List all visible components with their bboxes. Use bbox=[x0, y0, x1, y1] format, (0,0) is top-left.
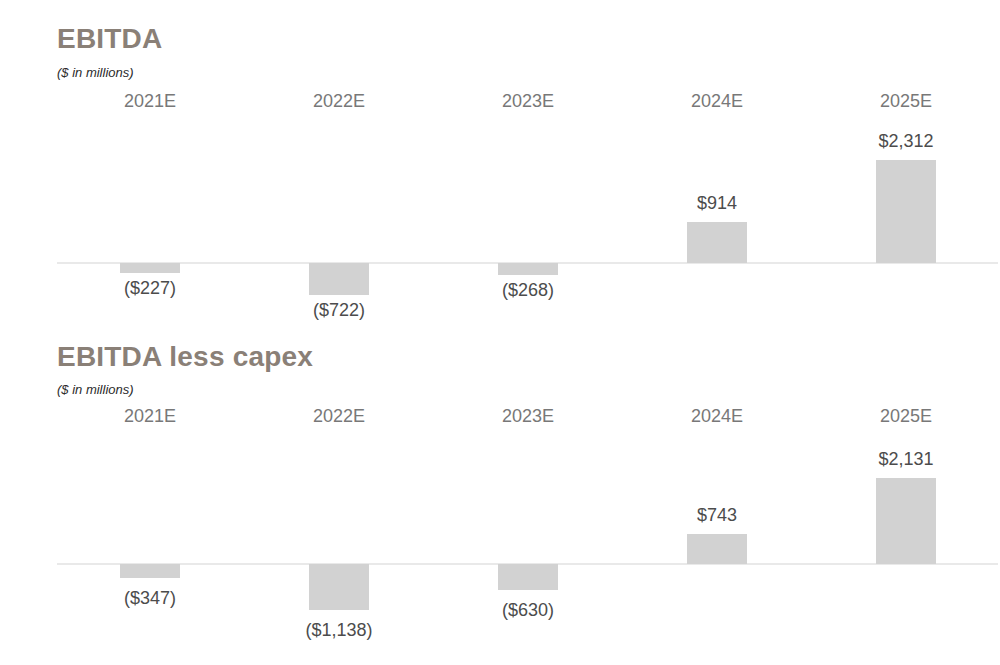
chart-ebitda-less-capex: EBITDA less capex ($ in millions) 2021E(… bbox=[0, 330, 1000, 665]
category-label: 2021E bbox=[90, 92, 210, 111]
bar bbox=[309, 263, 369, 295]
category-label: 2022E bbox=[279, 407, 399, 426]
bar bbox=[120, 564, 180, 578]
category-label: 2025E bbox=[846, 92, 966, 111]
category-label: 2024E bbox=[657, 407, 777, 426]
bar bbox=[498, 564, 558, 590]
value-label: $743 bbox=[657, 506, 777, 525]
category-label: 2023E bbox=[468, 407, 588, 426]
bar bbox=[309, 564, 369, 610]
bar bbox=[498, 263, 558, 275]
bar bbox=[687, 222, 747, 263]
value-label: ($347) bbox=[90, 589, 210, 608]
value-label: ($268) bbox=[468, 281, 588, 300]
plot-area: 2021E ($347) 2022E ($1,138) 2023E ($630) 2024E… bbox=[0, 330, 1000, 665]
bar bbox=[876, 160, 936, 263]
value-label: ($1,138) bbox=[279, 621, 399, 640]
value-label: ($630) bbox=[468, 601, 588, 620]
bar bbox=[876, 478, 936, 564]
chart-ebitda: EBITDA ($ in millions) 2021E($227)2022E(… bbox=[0, 0, 1000, 330]
value-label: ($227) bbox=[90, 279, 210, 298]
value-label: ($722) bbox=[279, 301, 399, 320]
bar bbox=[120, 263, 180, 273]
category-label: 2022E bbox=[279, 92, 399, 111]
bar bbox=[687, 534, 747, 564]
category-label: 2024E bbox=[657, 92, 777, 111]
plot-area: 2021E ($227) 2022E ($722) 2023E ($268) 2024E $9… bbox=[0, 0, 1000, 330]
value-label: $2,312 bbox=[846, 132, 966, 151]
page: EBITDA ($ in millions) 2021E($227)2022E(… bbox=[0, 0, 1000, 665]
category-label: 2021E bbox=[90, 407, 210, 426]
category-label: 2025E bbox=[846, 407, 966, 426]
value-label: $914 bbox=[657, 194, 777, 213]
value-label: $2,131 bbox=[846, 450, 966, 469]
category-label: 2023E bbox=[468, 92, 588, 111]
